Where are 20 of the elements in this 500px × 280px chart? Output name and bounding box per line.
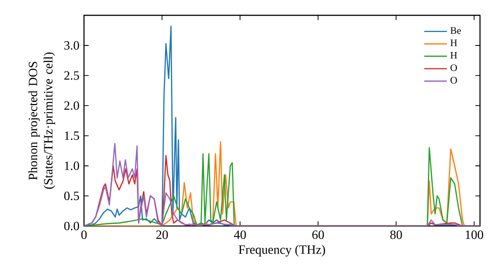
y-tick-label: 3.0: [64, 41, 80, 50]
legend-label: H: [450, 52, 458, 59]
y-tick-label: 1.0: [64, 162, 80, 170]
x-tick-label: 0: [81, 230, 87, 239]
x-tick-label: 40: [234, 230, 246, 239]
x-tick-label: 60: [312, 230, 324, 239]
legend-label: H: [450, 40, 458, 46]
y-axis-title: Phonon projected DOS (States/THz·primitive cell): [28, 52, 56, 189]
legend-label: O: [450, 76, 457, 84]
y-tick-label: 2.0: [64, 101, 80, 110]
x-axis-title: Frequency (THz): [238, 245, 326, 256]
y-tick-label: 0.5: [64, 192, 80, 200]
x-tick-label: 20: [156, 230, 168, 239]
y-tick-label: 1.5: [64, 131, 80, 140]
legend-label: O: [450, 64, 457, 72]
x-tick-label: 80: [390, 230, 402, 239]
x-tick-label: 100: [466, 230, 484, 239]
y-tick-label: 0.0: [64, 222, 80, 230]
legend-label: Be: [450, 27, 461, 34]
y-tick-label: 2.5: [64, 71, 80, 80]
